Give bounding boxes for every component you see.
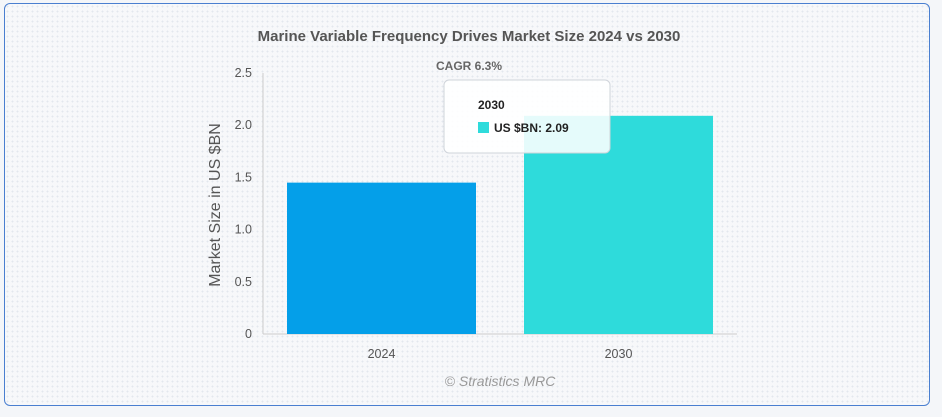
- y-tick-label: 0: [245, 327, 252, 341]
- y-tick-label: 2.0: [235, 118, 252, 132]
- y-tick-label: 1.5: [235, 170, 252, 184]
- tooltip-box: [443, 79, 611, 154]
- y-tick-label: 1.0: [235, 223, 252, 237]
- bar-2024[interactable]: [287, 182, 476, 334]
- x-tick-label: 2024: [368, 347, 396, 361]
- tooltip: 2030 US $BN: 2.09: [443, 79, 611, 154]
- x-tick-label: 2030: [605, 347, 633, 361]
- y-axis-label: Market Size in US $BN: [207, 123, 224, 287]
- tooltip-title: 2030: [478, 98, 505, 112]
- y-tick-label: 0.5: [235, 275, 252, 289]
- tooltip-swatch: [478, 122, 489, 133]
- chart-subtitle: CAGR 6.3%: [436, 59, 502, 73]
- credit-text: © Stratistics MRC: [445, 373, 557, 389]
- y-ticks: 0 0.5 1.0 1.5 2.0 2.5: [235, 66, 252, 341]
- tooltip-value: US $BN: 2.09: [494, 121, 569, 135]
- x-ticks: 2024 2030: [368, 347, 633, 361]
- y-tick-label: 2.5: [235, 66, 252, 80]
- chart-title: Marine Variable Frequency Drives Market …: [258, 28, 681, 45]
